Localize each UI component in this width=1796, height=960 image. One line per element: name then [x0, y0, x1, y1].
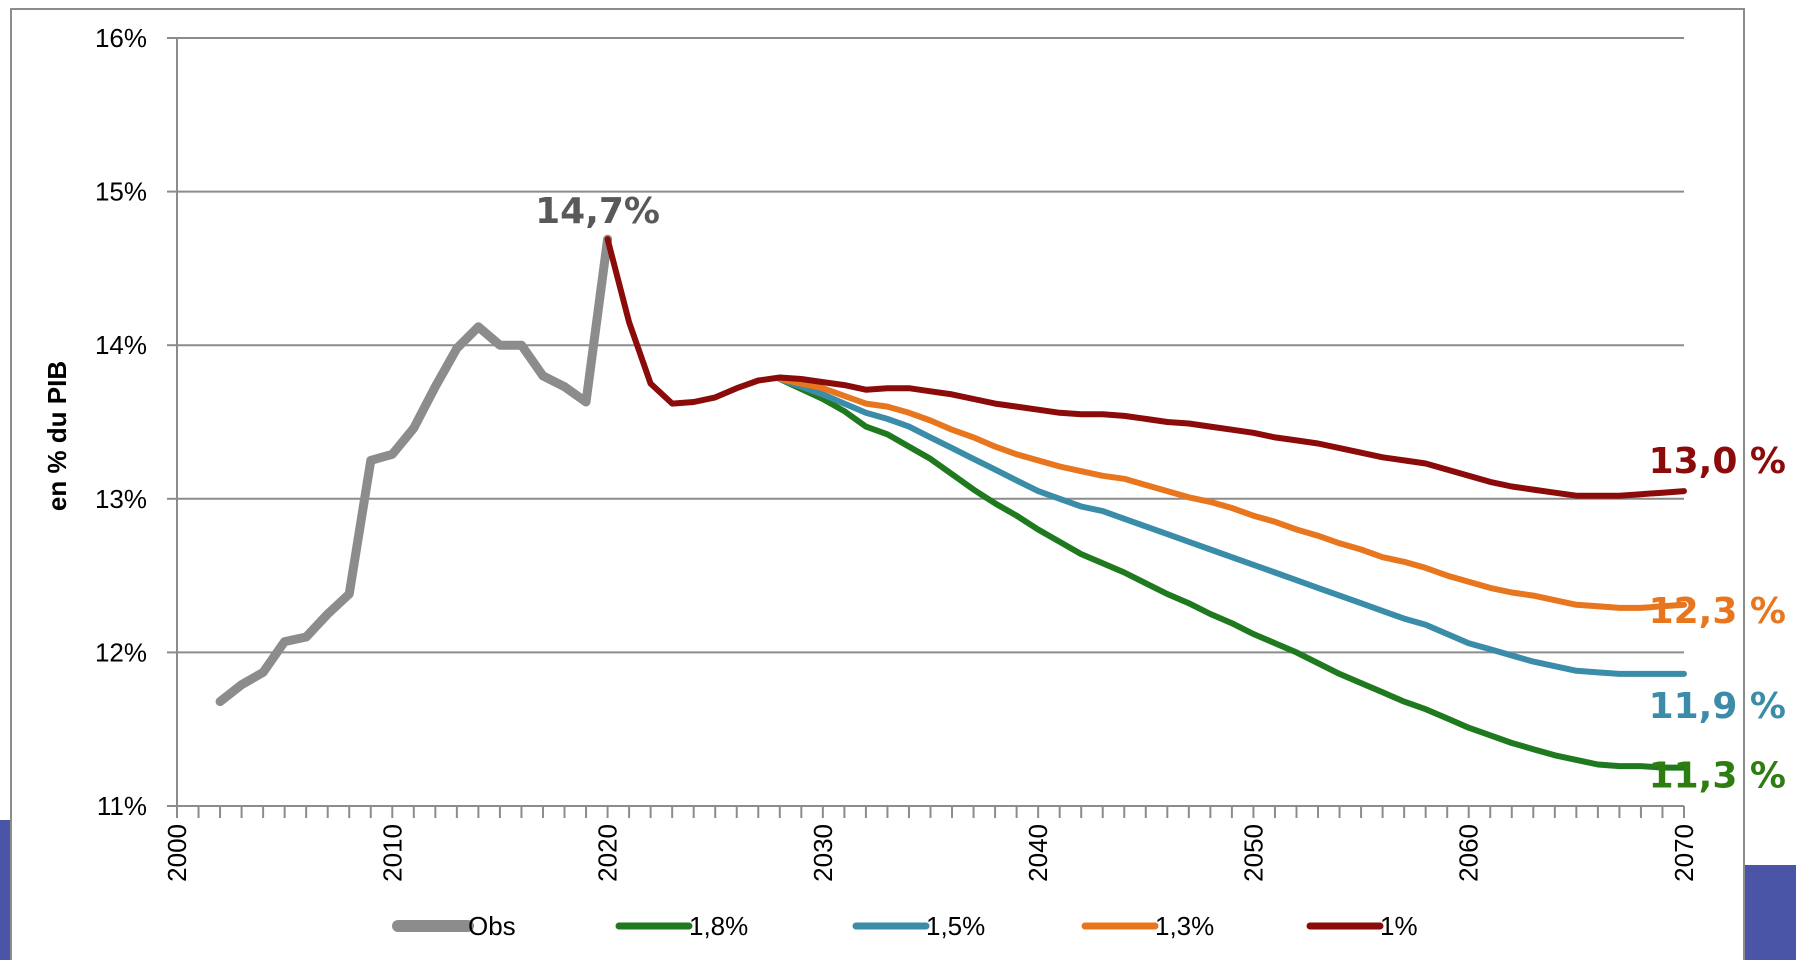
y-tick-label: 11%	[97, 791, 147, 821]
series-line-2	[776, 376, 1687, 677]
end-annotation: 13,0 %	[1649, 441, 1786, 482]
x-tick-label: 2040	[1023, 824, 1053, 882]
legend-label: 1,5%	[926, 911, 985, 941]
y-tick-label: 14%	[95, 330, 147, 360]
x-tick-label: 2030	[808, 824, 838, 882]
x-tick-label: 2010	[377, 824, 407, 882]
legend-label: 1,8%	[689, 911, 748, 941]
end-value-annotations: 14,7% 13,0 % 12,3 % 11,9 % 11,3 %	[535, 191, 1786, 796]
axes	[167, 37, 1685, 818]
legend: Obs 1,8% 1,5% 1,3% 1%	[392, 911, 1418, 941]
legend-label: 1%	[1380, 911, 1418, 941]
y-tick-label: 13%	[95, 484, 147, 514]
legend-label: Obs	[468, 911, 516, 941]
end-annotation: 12,3 %	[1649, 591, 1786, 632]
chart-frame	[10, 8, 1745, 960]
x-tick-label: 2060	[1454, 824, 1484, 882]
y-tick-label: 15%	[95, 177, 147, 207]
x-tick-label: 2050	[1238, 824, 1268, 882]
end-annotation: 11,9 %	[1649, 686, 1786, 727]
y-tick-label: 16%	[95, 23, 147, 53]
series-line-0	[215, 234, 613, 707]
x-tick-label: 2000	[162, 824, 192, 882]
series-line-4	[604, 236, 1687, 499]
series-line-3	[776, 376, 1687, 611]
series-lines	[215, 234, 1687, 771]
x-tick-labels: 2000 2010 2020 2030 2040 2050 2060 2070	[162, 824, 1699, 882]
y-tick-labels: 11% 12% 13% 14% 15% 16%	[95, 23, 147, 821]
gridlines	[177, 37, 1684, 654]
y-axis-label: en % du PIB	[42, 361, 72, 511]
x-tick-label: 2070	[1669, 824, 1699, 882]
x-tick-label: 2020	[593, 824, 623, 882]
peak-annotation: 14,7%	[535, 191, 660, 232]
series-line-1	[776, 376, 1687, 771]
y-tick-label: 12%	[95, 637, 147, 667]
legend-label: 1,3%	[1155, 911, 1214, 941]
end-annotation: 11,3 %	[1649, 756, 1786, 797]
